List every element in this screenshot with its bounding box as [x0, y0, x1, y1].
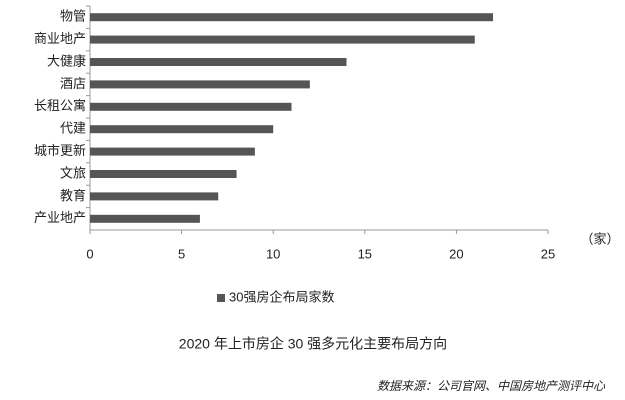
bar: [90, 35, 475, 44]
bar: [90, 214, 200, 223]
y-tick-label: 商业地产: [34, 31, 86, 46]
y-tick-label: 代建: [60, 121, 86, 136]
x-tick-label: 25: [541, 246, 555, 261]
y-tick-label: 酒店: [60, 76, 86, 91]
y-tick-label: 大健康: [47, 53, 86, 68]
source-note: 数据来源：公司官网、中国房地产测评中心: [377, 379, 606, 393]
bar: [90, 102, 292, 111]
x-tick-label: 15: [358, 246, 372, 261]
x-tick-label: 5: [178, 246, 185, 261]
chart-title: 2020 年上市房企 30 强多元化主要布局方向: [179, 336, 447, 352]
legend-swatch: [217, 294, 225, 302]
bar: [90, 192, 219, 201]
y-tick-label: 长租公寓: [34, 98, 86, 113]
bar: [90, 147, 255, 156]
bar: [90, 125, 274, 134]
x-tick-label: 20: [449, 246, 463, 261]
x-tick-label: 0: [86, 246, 93, 261]
x-tick-label: 10: [266, 246, 280, 261]
bar: [90, 170, 237, 178]
bar: [90, 13, 494, 22]
y-tick-label: 文旅: [60, 165, 86, 180]
bar: [90, 58, 347, 66]
y-tick-label: 产业地产: [34, 210, 86, 225]
x-unit: （家）: [580, 231, 619, 246]
y-tick-label: 城市更新: [34, 143, 86, 158]
legend-label: 30强房企布局家数: [229, 289, 334, 304]
y-tick-label: 物管: [60, 9, 86, 24]
bar: [90, 80, 310, 89]
y-tick-label: 教育: [60, 188, 86, 203]
